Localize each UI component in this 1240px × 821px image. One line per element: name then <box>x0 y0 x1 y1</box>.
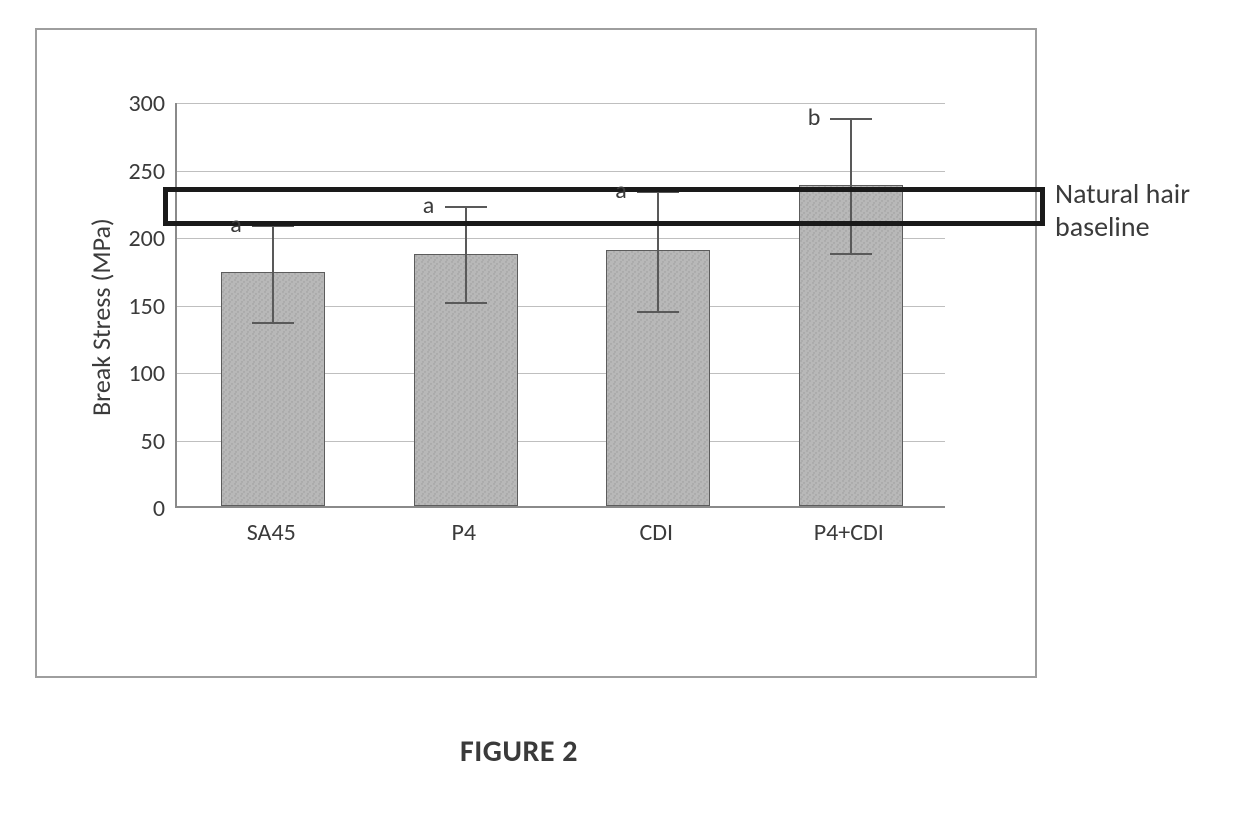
plot-area <box>175 103 945 508</box>
baseline-label-line1: Natural hair <box>1055 176 1190 211</box>
x-tick-label: P4 <box>368 518 561 547</box>
error-bar <box>272 226 274 323</box>
baseline-label-line2: baseline <box>1055 209 1150 244</box>
error-bar-cap <box>830 253 872 255</box>
x-tick-label: P4+CDI <box>753 518 946 547</box>
y-tick-label: 250 <box>115 157 165 186</box>
error-bar-cap <box>445 302 487 304</box>
figure-caption: FIGURE 2 <box>460 733 578 770</box>
error-bar-cap <box>637 311 679 313</box>
y-tick-label: 200 <box>115 224 165 253</box>
page: { "figure": { "caption": "FIGURE 2", "ca… <box>0 0 1240 821</box>
y-tick-label: 100 <box>115 359 165 388</box>
y-tick-label: 300 <box>115 89 165 118</box>
error-bar-cap <box>252 322 294 324</box>
significance-label: a <box>423 191 435 220</box>
error-bar-cap <box>830 118 872 120</box>
gridline <box>177 103 945 104</box>
y-tick-label: 50 <box>115 427 165 456</box>
y-axis-title: Break Stress (MPa) <box>85 218 117 416</box>
baseline-band <box>163 187 1045 226</box>
significance-label: a <box>230 210 242 239</box>
significance-label: b <box>808 103 821 132</box>
significance-label: a <box>615 176 627 205</box>
x-tick-label: SA45 <box>175 518 368 547</box>
baseline-label: Natural hair baseline <box>1055 177 1190 244</box>
y-tick-label: 0 <box>115 494 165 523</box>
gridline <box>177 171 945 172</box>
y-tick-label: 150 <box>115 292 165 321</box>
x-tick-label: CDI <box>560 518 753 547</box>
